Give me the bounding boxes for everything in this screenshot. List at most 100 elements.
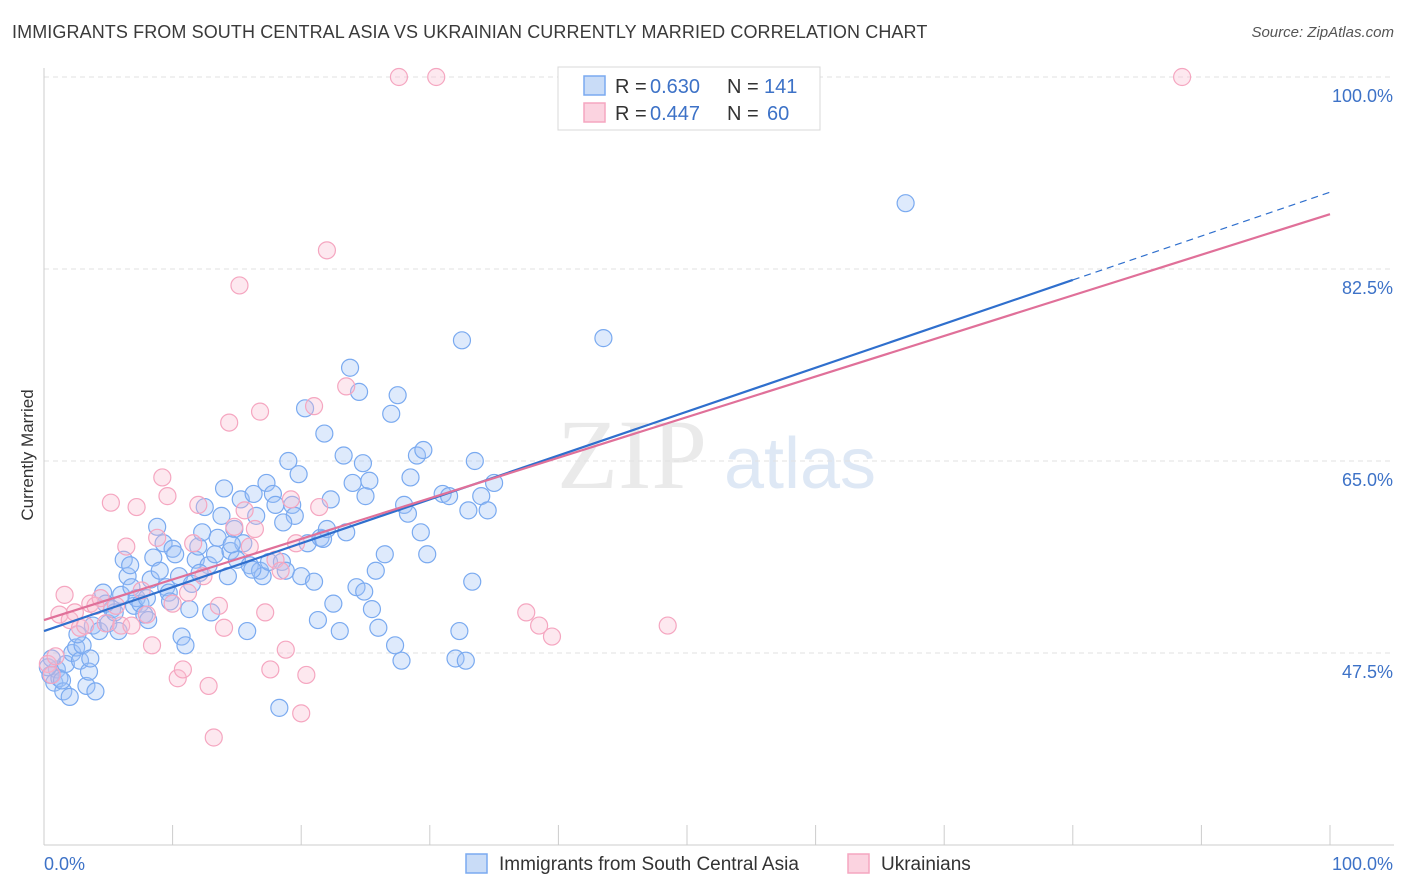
point-ukrainians bbox=[127, 497, 146, 517]
chart-title: IMMIGRANTS FROM SOUTH CENTRAL ASIA VS UK… bbox=[12, 22, 928, 42]
stats-n-label-2: N = bbox=[727, 103, 759, 125]
point-ukrainians bbox=[55, 585, 74, 604]
point-south-central-asia bbox=[274, 513, 293, 532]
point-south-central-asia bbox=[463, 572, 482, 591]
point-south-central-asia bbox=[353, 454, 373, 473]
legend-label-immigrants: Immigrants from South Central Asia bbox=[499, 854, 799, 875]
point-south-central-asia bbox=[356, 487, 375, 506]
point-south-central-asia bbox=[60, 687, 79, 706]
point-ukrainians bbox=[199, 676, 218, 696]
point-south-central-asia bbox=[360, 471, 379, 490]
point-south-central-asia bbox=[189, 537, 208, 556]
watermark-zip: ZIP bbox=[557, 399, 707, 510]
point-south-central-asia bbox=[238, 621, 257, 641]
series-legend: Immigrants from South Central Asia Ukrai… bbox=[465, 853, 971, 875]
point-ukrainians bbox=[158, 487, 177, 506]
point-ukrainians bbox=[530, 616, 549, 635]
point-south-central-asia bbox=[222, 535, 241, 554]
point-south-central-asia bbox=[270, 698, 289, 717]
point-ukrainians bbox=[281, 490, 301, 509]
point-ukrainians bbox=[173, 660, 192, 679]
point-ukrainians bbox=[256, 603, 275, 622]
point-ukrainians bbox=[517, 603, 536, 622]
point-ukrainians bbox=[225, 517, 244, 536]
point-south-central-asia bbox=[180, 600, 199, 619]
stats-r-label-1: R = bbox=[615, 76, 647, 98]
point-ukrainians bbox=[220, 413, 239, 432]
point-ukrainians bbox=[132, 581, 151, 600]
point-south-central-asia bbox=[315, 424, 334, 443]
point-south-central-asia bbox=[330, 621, 349, 641]
point-ukrainians bbox=[209, 596, 228, 615]
point-south-central-asia bbox=[392, 651, 411, 670]
point-ukrainians bbox=[427, 67, 446, 87]
point-ukrainians bbox=[271, 561, 290, 580]
point-south-central-asia bbox=[382, 404, 401, 423]
point-south-central-asia bbox=[334, 446, 353, 465]
point-ukrainians bbox=[389, 67, 409, 87]
point-ukrainians bbox=[230, 276, 249, 295]
point-ukrainians bbox=[337, 377, 356, 396]
y-tick-label: 65.0% bbox=[1342, 470, 1393, 490]
point-ukrainians bbox=[235, 501, 254, 520]
stats-swatch-blue bbox=[583, 75, 606, 96]
point-south-central-asia bbox=[375, 545, 394, 564]
point-ukrainians bbox=[168, 669, 187, 688]
point-south-central-asia bbox=[266, 495, 285, 514]
point-south-central-asia bbox=[86, 682, 105, 701]
point-south-central-asia bbox=[362, 600, 382, 619]
stats-r-label-2: R = bbox=[615, 103, 647, 125]
trend-line-extension-south-central-asia bbox=[1072, 191, 1331, 281]
point-south-central-asia bbox=[896, 194, 915, 213]
point-south-central-asia bbox=[369, 618, 388, 637]
point-south-central-asia bbox=[121, 556, 140, 575]
point-ukrainians bbox=[163, 594, 182, 613]
point-south-central-asia bbox=[324, 594, 343, 613]
stats-r-value-2: 0.447 bbox=[650, 103, 700, 125]
point-south-central-asia bbox=[388, 386, 407, 405]
point-south-central-asia bbox=[243, 560, 262, 579]
point-ukrainians bbox=[250, 402, 270, 421]
point-ukrainians bbox=[112, 616, 131, 635]
point-south-central-asia bbox=[452, 331, 472, 350]
point-ukrainians bbox=[1173, 67, 1192, 87]
stats-n-label-1: N = bbox=[727, 76, 759, 98]
point-south-central-asia bbox=[81, 649, 100, 668]
point-ukrainians bbox=[204, 728, 223, 747]
point-south-central-asia bbox=[279, 451, 298, 471]
point-south-central-asia bbox=[401, 468, 420, 487]
point-south-central-asia bbox=[176, 636, 195, 655]
point-ukrainians bbox=[245, 519, 265, 539]
point-south-central-asia bbox=[214, 479, 234, 498]
point-south-central-asia bbox=[77, 676, 96, 696]
legend-swatch-blue bbox=[465, 853, 488, 874]
stats-swatch-pink bbox=[583, 102, 606, 123]
point-ukrainians bbox=[214, 618, 234, 637]
point-ukrainians bbox=[317, 241, 337, 260]
point-south-central-asia bbox=[465, 451, 484, 471]
stats-n-value-2: 60 bbox=[767, 103, 789, 125]
point-south-central-asia bbox=[166, 545, 185, 564]
point-ukrainians bbox=[101, 493, 120, 512]
point-ukrainians bbox=[276, 640, 295, 659]
point-south-central-asia bbox=[304, 572, 324, 591]
stats-legend: R = 0.630 N = 141 R = 0.447 N = 60 bbox=[557, 66, 821, 131]
point-south-central-asia bbox=[456, 651, 475, 670]
point-ukrainians bbox=[658, 616, 677, 635]
point-ukrainians bbox=[261, 660, 280, 679]
point-south-central-asia bbox=[160, 592, 180, 611]
point-ukrainians bbox=[304, 397, 324, 416]
point-south-central-asia bbox=[414, 440, 433, 460]
point-south-central-asia bbox=[478, 501, 497, 520]
point-ukrainians bbox=[46, 647, 65, 666]
x-tick-label-min: 0.0% bbox=[44, 854, 85, 874]
watermark-atlas: atlas bbox=[724, 424, 876, 504]
point-south-central-asia bbox=[450, 621, 469, 641]
y-tick-label: 82.5% bbox=[1342, 278, 1393, 298]
point-south-central-asia bbox=[459, 501, 478, 520]
point-ukrainians bbox=[122, 616, 141, 635]
point-south-central-asia bbox=[244, 484, 263, 504]
point-south-central-asia bbox=[205, 545, 225, 564]
point-ukrainians bbox=[91, 589, 110, 608]
